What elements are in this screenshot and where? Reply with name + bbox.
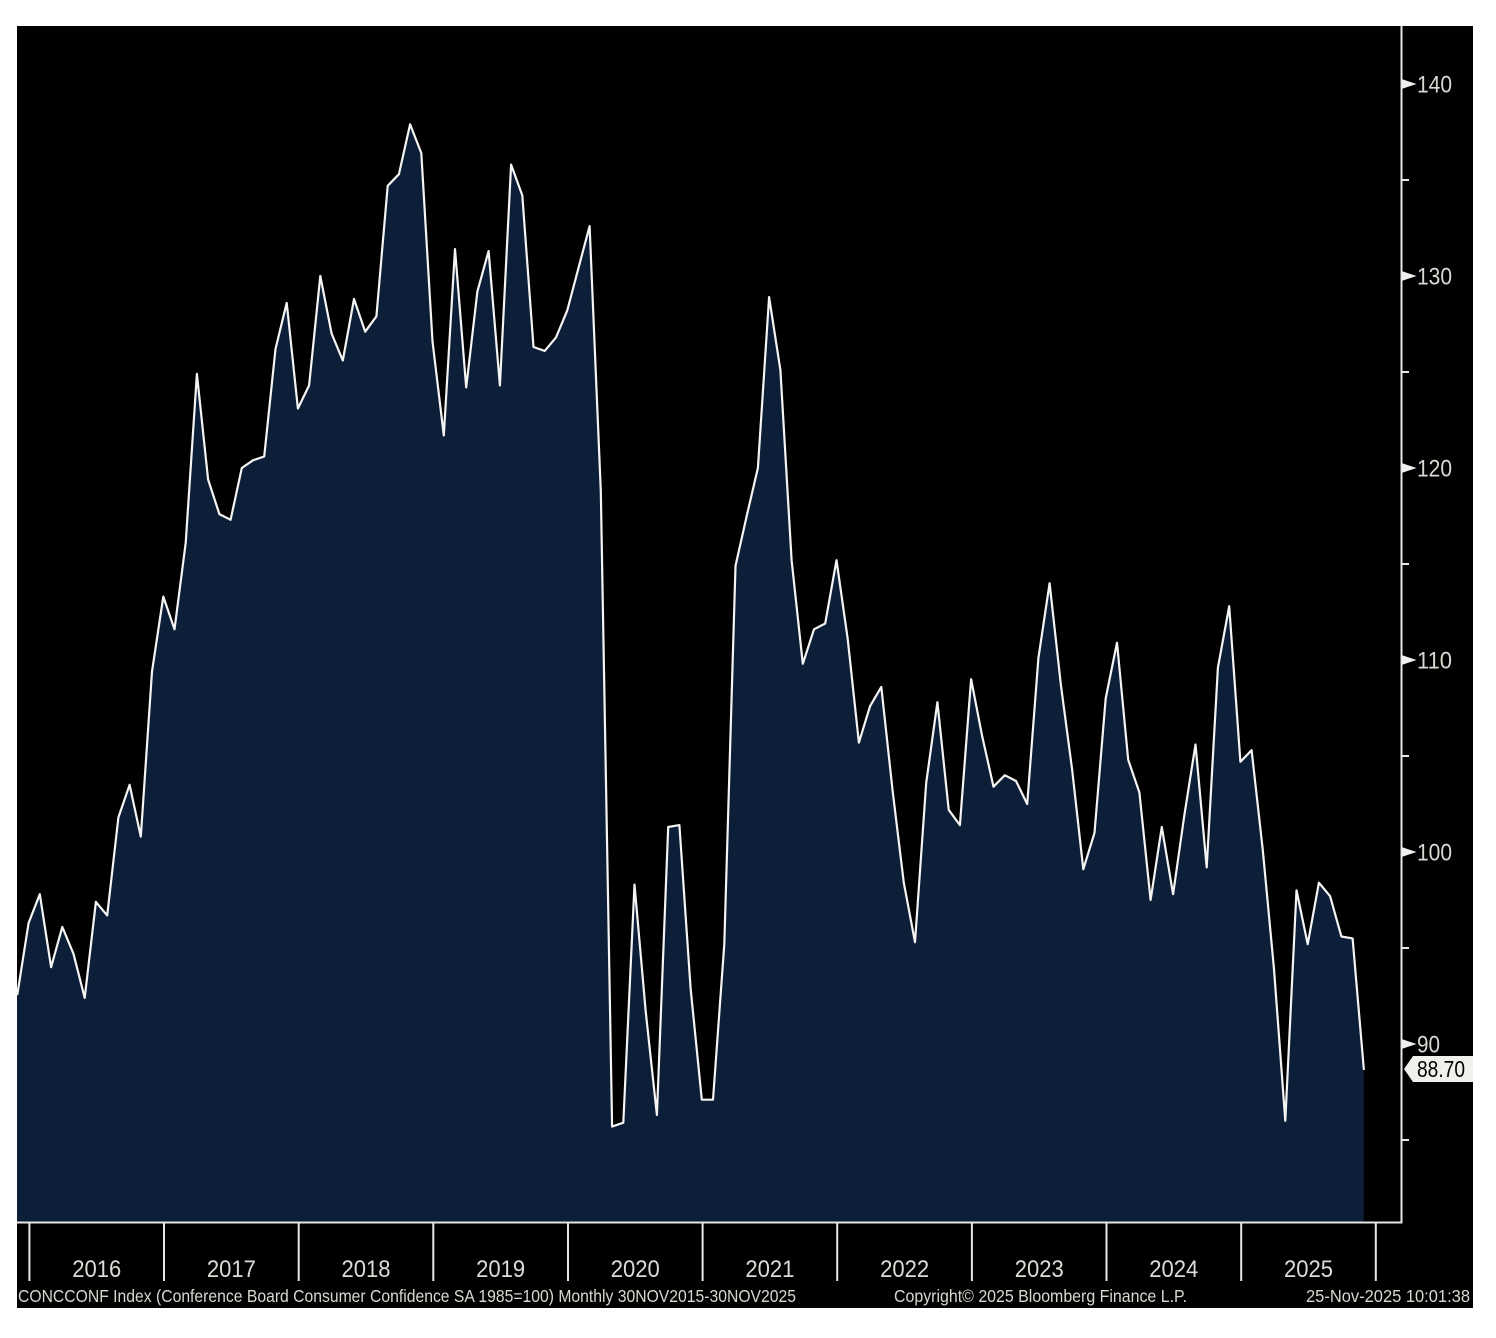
- svg-text:110: 110: [1417, 648, 1452, 675]
- svg-text:90: 90: [1417, 1032, 1440, 1059]
- svg-text:2016: 2016: [72, 1256, 121, 1283]
- svg-text:130: 130: [1417, 264, 1452, 291]
- svg-text:2017: 2017: [207, 1256, 256, 1283]
- svg-text:140: 140: [1417, 72, 1452, 99]
- svg-text:25-Nov-2025 10:01:38: 25-Nov-2025 10:01:38: [1306, 1286, 1470, 1306]
- svg-text:2022: 2022: [880, 1256, 929, 1283]
- svg-text:2023: 2023: [1015, 1256, 1064, 1283]
- svg-text:2025: 2025: [1284, 1256, 1333, 1283]
- svg-text:CONCCONF Index (Conference Boa: CONCCONF Index (Conference Board Consume…: [18, 1286, 796, 1306]
- svg-text:2019: 2019: [476, 1256, 525, 1283]
- svg-text:2018: 2018: [342, 1256, 391, 1283]
- svg-text:2021: 2021: [745, 1256, 794, 1283]
- svg-text:88.70: 88.70: [1417, 1056, 1465, 1082]
- svg-text:120: 120: [1417, 456, 1452, 483]
- svg-text:2024: 2024: [1149, 1256, 1198, 1283]
- svg-text:Copyright© 2025 Bloomberg Fina: Copyright© 2025 Bloomberg Finance L.P.: [894, 1286, 1187, 1306]
- svg-text:2020: 2020: [611, 1256, 660, 1283]
- svg-text:100: 100: [1417, 840, 1452, 867]
